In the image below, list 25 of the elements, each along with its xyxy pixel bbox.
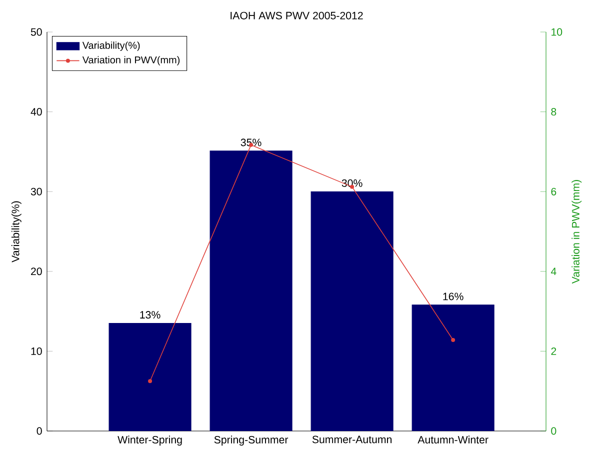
y2-tick-label: 10 <box>552 28 562 36</box>
point <box>451 338 456 342</box>
x-tick-label: Summer-Autumn <box>312 436 392 444</box>
y2-tick-label: 0 <box>551 427 556 435</box>
y2-tick-label: 2 <box>551 347 556 355</box>
legend-label: Variability(%) <box>82 42 140 51</box>
y2-axis-title: Variation in PWV(mm) <box>572 180 582 284</box>
x-tick-label: Autumn-Winter <box>418 436 488 444</box>
y-tick-label: 20 <box>31 268 42 276</box>
x-tick-label: Spring-Summer <box>214 436 288 446</box>
y-tick-label: 0 <box>36 427 42 435</box>
y2-tick-label: 4 <box>550 268 556 276</box>
data-label: 16% <box>443 292 464 300</box>
y-tick-label: 10 <box>31 347 42 355</box>
y2-tick-label: 6 <box>551 188 556 196</box>
y-axis-title: Variability(%) <box>11 201 22 262</box>
point <box>148 379 152 384</box>
legend-label: Variation in PWV(mm) <box>82 56 180 66</box>
y-tick-label: 40 <box>30 108 42 116</box>
y-tick-label: 30 <box>30 188 42 196</box>
y2-tick-label: 8 <box>551 108 556 116</box>
data-label: 13% <box>140 311 160 319</box>
x-tick-label: Winter-Spring <box>118 436 182 446</box>
y-tick-label: 50 <box>30 28 42 36</box>
chart-title: IAOH AWS PWV 2005-2012 <box>230 12 363 20</box>
